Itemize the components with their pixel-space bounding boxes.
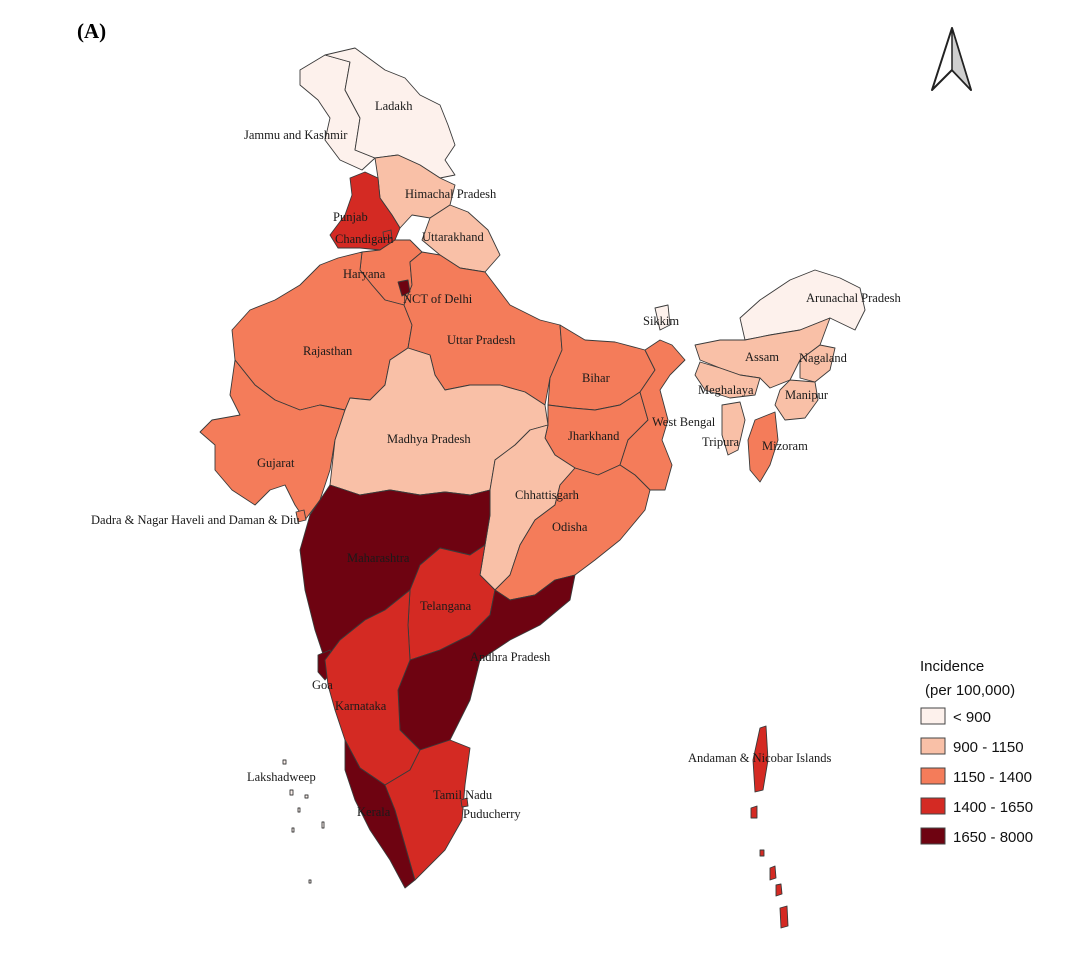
label-manipur: Manipur <box>785 388 829 402</box>
label-chhattisgarh: Chhattisgarh <box>515 488 580 502</box>
label-bihar: Bihar <box>582 371 611 385</box>
label-karnataka: Karnataka <box>335 699 387 713</box>
region-andhra-pradesh[interactable] <box>397 574 576 751</box>
label-kerala: Kerala <box>357 805 391 819</box>
region-kerala[interactable] <box>344 739 416 889</box>
region-dadra-daman-diu[interactable] <box>295 509 307 523</box>
region-meghalaya[interactable] <box>694 361 761 399</box>
label-gujarat: Gujarat <box>257 456 295 470</box>
label-telangana: Telangana <box>420 599 472 613</box>
north-arrow-icon <box>931 27 972 91</box>
label-arunachal-pradesh: Arunachal Pradesh <box>806 291 902 305</box>
region-uttarakhand[interactable] <box>421 204 501 273</box>
legend-swatch <box>920 797 946 815</box>
label-dadra-daman-diu: Dadra & Nagar Haveli and Daman & Diu <box>91 513 300 527</box>
label-madhya-pradesh: Madhya Pradesh <box>387 432 471 446</box>
legend-item: 1400 - 1650 <box>920 797 1033 816</box>
label-andaman-nicobar: Andaman & Nicobar Islands <box>688 751 832 765</box>
region-tripura[interactable] <box>721 401 746 456</box>
region-andaman-nicobar[interactable] <box>750 725 789 929</box>
label-andhra-pradesh: Andhra Pradesh <box>470 650 551 664</box>
legend-label: 1150 - 1400 <box>953 769 1032 786</box>
label-himachal-pradesh: Himachal Pradesh <box>405 187 497 201</box>
region-chandigarh[interactable] <box>382 229 393 241</box>
label-uttar-pradesh: Uttar Pradesh <box>447 333 516 347</box>
region-west-bengal[interactable] <box>619 339 686 491</box>
label-lakshadweep: Lakshadweep <box>247 770 316 784</box>
legend: Incidence (per 100,000) < 900 900 - 1150… <box>920 658 1033 846</box>
label-ladakh: Ladakh <box>375 99 413 113</box>
region-ladakh[interactable] <box>324 47 456 179</box>
legend-label: 900 - 1150 <box>953 739 1024 756</box>
state-polygons <box>199 47 866 929</box>
region-manipur[interactable] <box>774 379 819 421</box>
legend-item: 1650 - 8000 <box>920 827 1033 846</box>
panel-label: (A) <box>77 19 106 43</box>
label-mizoram: Mizoram <box>762 439 808 453</box>
legend-label: 1400 - 1650 <box>953 799 1033 816</box>
label-meghalaya: Meghalaya <box>698 383 754 397</box>
label-uttarakhand: Uttarakhand <box>422 230 485 244</box>
legend-item: 900 - 1150 <box>920 737 1024 756</box>
legend-swatch <box>920 707 946 725</box>
label-assam: Assam <box>745 350 779 364</box>
label-goa: Goa <box>312 678 333 692</box>
region-tamil-nadu[interactable] <box>384 739 471 881</box>
legend-item: < 900 <box>920 707 991 726</box>
label-jharkhand: Jharkhand <box>568 429 620 443</box>
label-nct-of-delhi: NCT of Delhi <box>403 292 473 306</box>
label-puducherry: Puducherry <box>463 807 521 821</box>
region-labels: Ladakh Jammu and Kashmir Himachal Prades… <box>91 99 902 821</box>
region-sikkim[interactable] <box>654 304 671 331</box>
label-tripura: Tripura <box>702 435 739 449</box>
label-punjab: Punjab <box>333 210 368 224</box>
label-rajasthan: Rajasthan <box>303 344 353 358</box>
legend-swatch <box>920 737 946 755</box>
legend-subtitle: (per 100,000) <box>925 682 1015 699</box>
region-lakshadweep[interactable] <box>282 759 325 884</box>
legend-swatch <box>920 767 946 785</box>
region-nct-of-delhi[interactable] <box>397 279 411 297</box>
label-sikkim: Sikkim <box>643 314 679 328</box>
region-karnataka[interactable] <box>324 589 421 786</box>
legend-label: 1650 - 8000 <box>953 829 1033 846</box>
label-west-bengal: West Bengal <box>652 415 716 429</box>
legend-title: Incidence <box>920 658 984 675</box>
label-odisha: Odisha <box>552 520 588 534</box>
region-puducherry[interactable] <box>460 797 469 808</box>
label-nagaland: Nagaland <box>799 351 848 365</box>
legend-label: < 900 <box>953 709 991 726</box>
label-maharashtra: Maharashtra <box>347 551 410 565</box>
legend-item: 1150 - 1400 <box>920 767 1032 786</box>
region-nagaland[interactable] <box>799 344 836 383</box>
label-jammu-and-kashmir: Jammu and Kashmir <box>244 128 348 142</box>
region-mizoram[interactable] <box>747 411 779 483</box>
label-chandigarh: Chandigarh <box>335 232 394 246</box>
label-tamil-nadu: Tamil Nadu <box>433 788 493 802</box>
label-haryana: Haryana <box>343 267 386 281</box>
region-gujarat[interactable] <box>199 359 346 521</box>
legend-swatch <box>920 827 946 845</box>
